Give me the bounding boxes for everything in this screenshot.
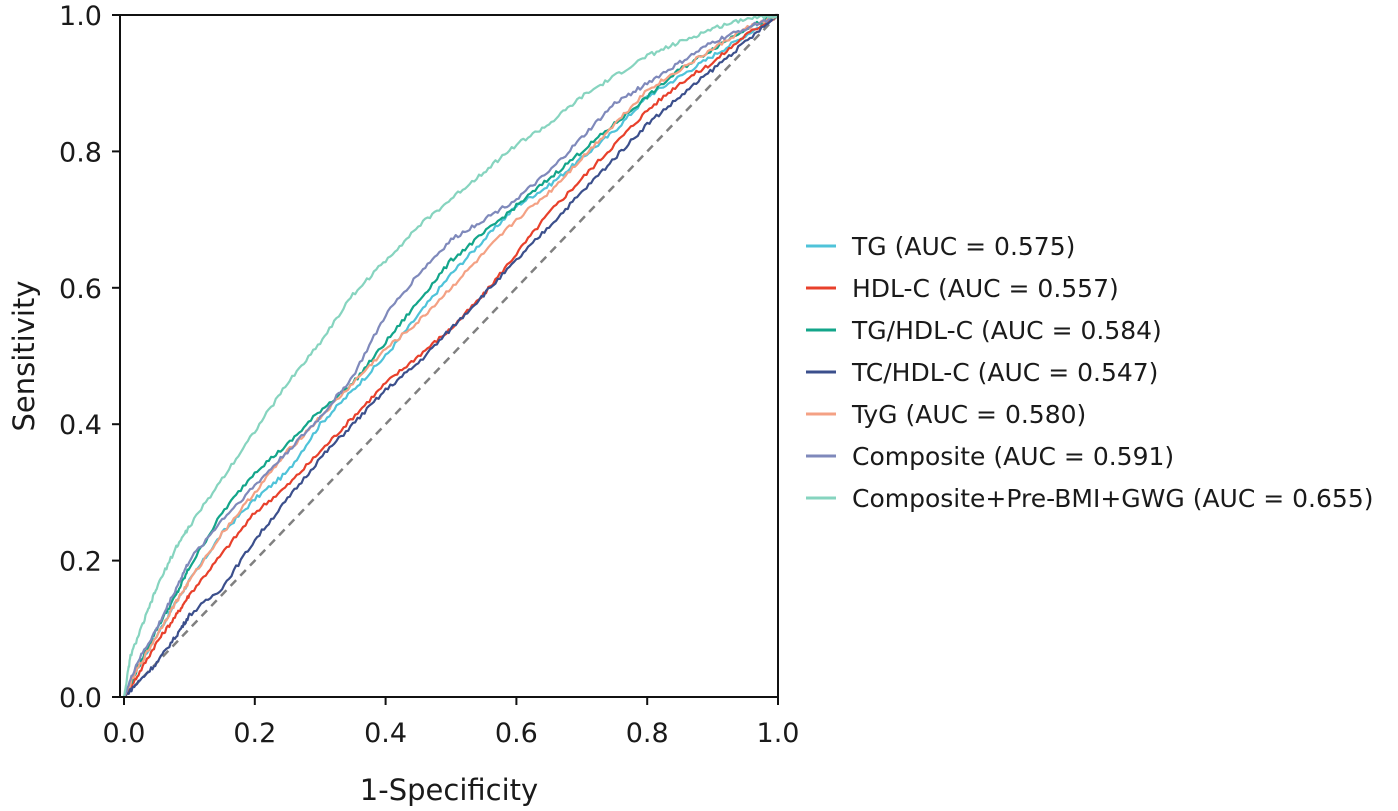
x-tick-label: 0.4 [364,718,407,749]
y-tick-label: 0.4 [59,410,102,441]
x-axis-title: 1-Specificity [360,773,538,807]
roc-curve-3 [123,13,779,698]
legend-label-2: HDL-C (AUC = 0.557) [852,274,1119,303]
legend: TG (AUC = 0.575) HDL-C (AUC = 0.557) TG/HD… [806,232,1373,513]
legend-label-1: TG (AUC = 0.575) [851,232,1075,261]
y-tick-label: 0.2 [59,547,102,578]
plot-area [122,13,779,698]
x-tick-label: 0.8 [626,718,669,749]
x-tick-label: 0.2 [233,718,276,749]
legend-label-4: TC/HDL-C (AUC = 0.547) [851,358,1158,387]
roc-curve-2 [123,14,779,698]
x-tick-label: 0.0 [103,718,146,749]
roc-curve-7 [122,14,779,698]
roc-curve-6 [122,13,778,698]
y-tick-label: 0.6 [59,274,102,305]
x-tick-label: 0.6 [495,718,538,749]
reference-diagonal-line [123,14,779,698]
y-tick-label: 0.8 [59,137,102,168]
y-tick-label: 1.0 [59,1,102,32]
plot-frame [119,14,779,698]
legend-label-5: TyG (AUC = 0.580) [851,400,1086,429]
legend-label-7: Composite+Pre-BMI+GWG (AUC = 0.655) [852,484,1373,513]
axes: 0.0 0.2 0.4 0.6 0.8 1.0 0.0 0.2 0.4 0.6 0.8 1.0 [59,1,799,749]
roc-curve-5 [123,13,778,698]
legend-label-6: Composite (AUC = 0.591) [852,442,1174,471]
legend-label-3: TG/HDL-C (AUC = 0.584) [851,316,1162,345]
y-tick-label: 0.0 [59,683,102,714]
x-tick-label: 1.0 [757,718,800,749]
y-axis-title: Sensitivity [7,281,41,432]
roc-curve-4 [123,13,779,698]
